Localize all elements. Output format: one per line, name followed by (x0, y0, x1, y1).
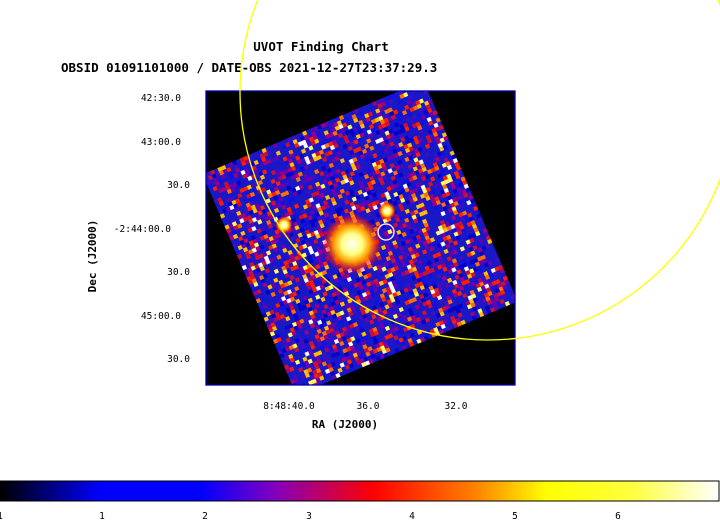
bright-extended-source (322, 214, 382, 274)
y-tick-label: 43:00.0 (141, 137, 181, 148)
overlays (239, 0, 720, 341)
x-tick-label: 8:48:40.0 (263, 401, 315, 412)
y-tick-label: -2:44:00.0 (114, 224, 171, 235)
colorbar-tick-label: 4 (409, 511, 415, 521)
chart-title: UVOT Finding Chart (253, 39, 388, 54)
y-tick-label: 45:00.0 (141, 311, 181, 322)
y-axis-label: Dec (J2000) (86, 220, 99, 293)
x-axis-ticks: 8:48:40.0 36.0 32.0 (263, 401, 467, 412)
y-tick-label: 30.0 (167, 267, 190, 278)
colorbar-tick-label: 1 (99, 511, 105, 521)
colorbar-ticks: 1 1 2 3 4 5 6 (0, 511, 621, 521)
colorbar-tick-label: 5 (512, 511, 518, 521)
plot-frame (205, 90, 516, 386)
chart-subtitle: OBSID 01091101000 / DATE-OBS 2021-12-27T… (61, 60, 437, 75)
colorbar-tick-label: 1 (0, 511, 3, 521)
image-area (206, 91, 515, 385)
x-tick-label: 32.0 (445, 401, 468, 412)
small-source-circle (377, 223, 395, 241)
x-axis-label: RA (J2000) (312, 418, 378, 431)
colorbar-tick-label: 6 (615, 511, 621, 521)
y-axis-ticks: 42:30.0 43:00.0 30.0 -2:44:00.0 30.0 45:… (114, 93, 190, 365)
y-tick-label: 42:30.0 (141, 93, 181, 104)
compact-source-west (275, 216, 293, 234)
colorbar-tick-label: 2 (202, 511, 208, 521)
colorbar (0, 480, 720, 502)
compact-source-north (378, 202, 396, 220)
y-tick-label: 30.0 (167, 180, 190, 191)
large-error-circle (239, 0, 720, 341)
sources-layer (275, 202, 396, 274)
y-tick-label: 30.0 (167, 354, 190, 365)
colorbar-tick-label: 3 (306, 511, 312, 521)
x-tick-label: 36.0 (357, 401, 380, 412)
